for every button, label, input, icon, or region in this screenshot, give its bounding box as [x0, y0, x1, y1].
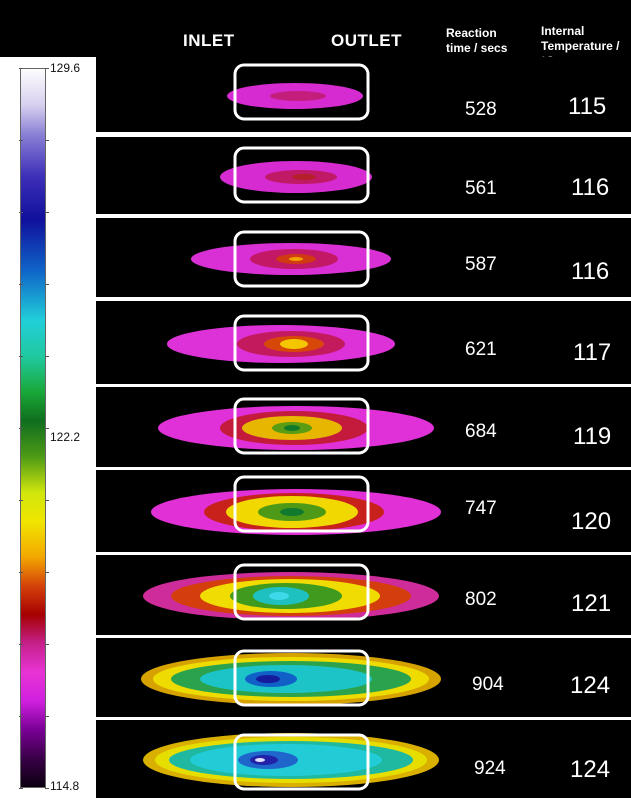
thermal-image — [143, 733, 439, 791]
scale-tick — [45, 356, 49, 357]
scale-tick — [19, 68, 23, 69]
thermal-blob-layer — [280, 339, 308, 349]
scale-tick — [45, 788, 49, 789]
measurement-region-box — [233, 475, 370, 533]
reaction-time-value: 904 — [472, 674, 504, 695]
thermal-frame: 747 120 — [96, 470, 631, 552]
thermal-blob-layer — [284, 425, 300, 431]
thermal-frame: 561 116 — [96, 137, 631, 214]
thermal-image — [141, 649, 441, 707]
measurement-region-box — [233, 63, 370, 121]
scale-tick — [19, 356, 23, 357]
reaction-time-value: 924 — [474, 758, 506, 779]
thermal-frame: 924 124 — [96, 720, 631, 798]
thermal-image — [158, 397, 434, 455]
measurement-region-box — [233, 397, 370, 455]
reaction-time-value: 528 — [465, 99, 497, 120]
reaction-time-header: Reaction time / secs — [446, 26, 508, 55]
scale-tick — [19, 212, 23, 213]
scale-tick — [45, 644, 49, 645]
thermal-image — [167, 314, 395, 372]
reaction-time-value: 747 — [465, 498, 497, 519]
temperature-value: 116 — [571, 258, 610, 285]
thermal-blob-layer — [269, 592, 289, 600]
thermal-image — [191, 230, 391, 288]
temperature-value: 117 — [573, 339, 612, 366]
scale-tick — [45, 140, 49, 141]
scale-tick — [45, 284, 49, 285]
measurement-region-box — [233, 649, 370, 707]
measurement-region-box — [233, 733, 370, 791]
reaction-time-value: 621 — [465, 339, 497, 360]
thermal-frame: 684 119 — [96, 387, 631, 467]
thermal-image — [151, 475, 441, 535]
thermal-frame: 587 116 — [96, 218, 631, 297]
scale-tick — [45, 68, 49, 69]
temperature-value: 120 — [571, 508, 612, 535]
temperature-value: 124 — [570, 672, 611, 699]
scale-tick — [19, 284, 23, 285]
scale-mid-label: 122.2 — [50, 430, 81, 444]
thermal-blob-layer — [289, 257, 303, 261]
thermal-frame: 528 115 — [96, 57, 631, 132]
measurement-region-box — [233, 314, 370, 372]
outlet-label: OUTLET — [331, 31, 402, 50]
thermal-image — [227, 63, 370, 121]
thermal-blob-layer — [255, 758, 265, 762]
thermal-blob-layer — [256, 675, 280, 683]
thermal-frame: 904 124 — [96, 638, 631, 717]
thermal-blob-layer — [270, 91, 326, 101]
temperature-color-scale — [20, 68, 46, 788]
thermal-image — [143, 563, 439, 621]
reaction-time-value: 561 — [465, 178, 497, 199]
scale-tick — [19, 572, 23, 573]
reaction-time-value: 684 — [465, 421, 497, 442]
scale-tick — [19, 788, 23, 789]
scale-tick — [19, 716, 23, 717]
measurement-region-box — [233, 146, 370, 204]
scale-tick — [45, 212, 49, 213]
temperature-value: 116 — [571, 174, 610, 201]
scale-max-label: 129.6 — [50, 61, 81, 75]
scale-tick — [19, 500, 23, 501]
inlet-label: INLET — [183, 31, 235, 50]
reaction-time-value: 587 — [465, 254, 497, 275]
thermal-blob-layer — [280, 508, 304, 516]
scale-tick — [19, 644, 23, 645]
reaction-time-value: 802 — [465, 589, 497, 610]
thermal-frame: 802 121 — [96, 555, 631, 635]
scale-tick — [45, 572, 49, 573]
header-bar: INLET OUTLET Reaction time / secs Intern… — [0, 0, 631, 68]
thermal-image — [220, 146, 372, 204]
scale-tick — [19, 428, 23, 429]
measurement-region-box — [233, 230, 370, 288]
thermal-frame: 621 117 — [96, 301, 631, 384]
temperature-value: 121 — [571, 590, 612, 617]
measurement-region-box — [233, 563, 370, 621]
scale-tick — [19, 140, 23, 141]
temperature-value: 115 — [568, 93, 607, 120]
scale-min-label: 114.8 — [50, 779, 80, 793]
thermal-blob-layer — [292, 174, 316, 180]
temperature-value: 119 — [573, 423, 612, 450]
scale-tick — [45, 716, 49, 717]
temperature-value: 124 — [570, 756, 611, 783]
scale-tick — [45, 428, 49, 429]
scale-tick — [45, 500, 49, 501]
